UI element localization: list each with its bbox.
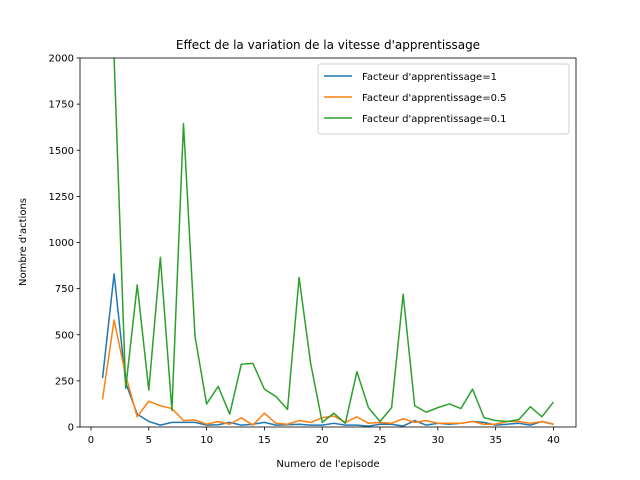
x-axis-label: Numero de l'episode: [276, 459, 379, 470]
axes-frame: [79, 57, 577, 428]
x-tick-label: 10: [200, 435, 213, 446]
legend-label-2: Facteur d'apprentissage=0.5: [362, 93, 507, 104]
x-axis-ticks: 0 5 10 15 20 25 30 35 40: [88, 427, 560, 446]
chart-title: Effect de la variation de la vitesse d'a…: [176, 38, 480, 52]
y-tick-label: 1750: [49, 100, 74, 111]
y-tick-label: 500: [55, 330, 74, 341]
x-tick-label: 0: [88, 435, 94, 446]
y-tick-label: 250: [55, 376, 74, 387]
legend-label-3: Facteur d'apprentissage=0.1: [362, 114, 507, 125]
x-tick-label: 20: [316, 435, 329, 446]
legend-box: [317, 63, 570, 135]
legend-label-1: Facteur d'apprentissage=1: [362, 72, 497, 83]
x-tick-label: 5: [146, 435, 152, 446]
y-tick-label: 2000: [49, 54, 74, 65]
series-line-3: [113, 58, 555, 425]
plot-area: [101, 58, 555, 427]
y-tick-label: 1250: [49, 192, 74, 203]
x-tick-label: 40: [547, 435, 560, 446]
y-axis-label: Nombre d'actions: [18, 198, 29, 286]
legend: Facteur d'apprentissage=1 Facteur d'appre…: [317, 63, 570, 135]
x-tick-label: 30: [431, 435, 444, 446]
x-tick-label: 15: [258, 435, 271, 446]
x-tick-label: 35: [489, 435, 502, 446]
y-tick-label: 1500: [49, 146, 74, 157]
y-tick-label: 0: [68, 423, 74, 434]
y-tick-label: 1000: [49, 238, 74, 249]
y-axis-ticks: 0 250 500 750 1000 1250 1500 1750 2000: [49, 54, 80, 434]
y-tick-label: 750: [55, 284, 74, 295]
x-tick-label: 25: [374, 435, 387, 446]
series-line-1: [101, 273, 554, 427]
